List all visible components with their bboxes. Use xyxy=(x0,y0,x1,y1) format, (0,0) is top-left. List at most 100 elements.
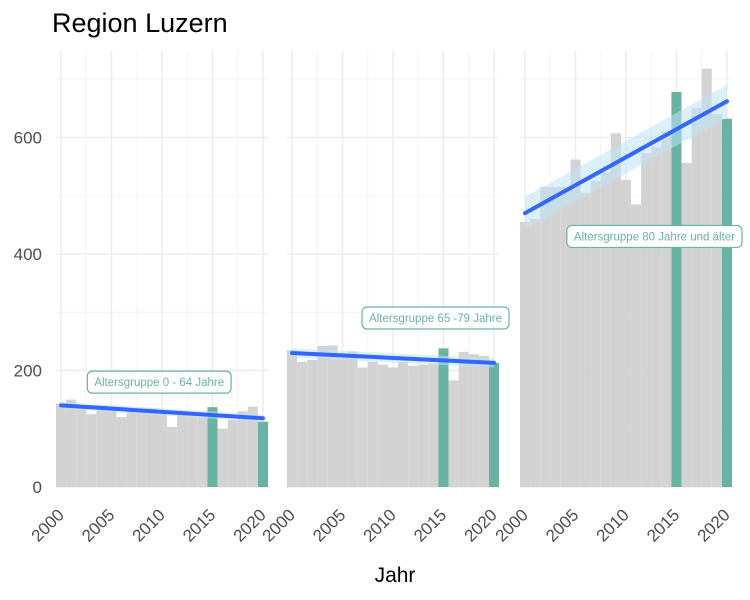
x-tick-label: 2015 xyxy=(179,505,219,545)
bar-2001 xyxy=(530,218,541,487)
bar-2019 xyxy=(247,406,258,487)
x-tick-label: 2010 xyxy=(129,505,169,545)
bar-2006 xyxy=(347,351,358,487)
trend-line xyxy=(523,99,729,216)
bar-2016 xyxy=(681,163,692,487)
x-tick-label: 2015 xyxy=(643,505,683,545)
bar-2005 xyxy=(570,159,581,488)
bar-2002 xyxy=(540,186,551,487)
bar-2004 xyxy=(560,186,571,487)
bar-2009 xyxy=(146,408,157,487)
x-tick-label: 2020 xyxy=(694,505,734,545)
x-tick-label: 2020 xyxy=(461,505,501,545)
bar-2000 xyxy=(56,403,67,487)
bar-2002 xyxy=(76,405,87,487)
bar-2003 xyxy=(86,414,97,487)
x-tick-label: 2020 xyxy=(230,505,270,545)
bar-2018 xyxy=(237,411,248,487)
y-tick-label: 600 xyxy=(14,128,42,147)
panel-1: Altersgruppe 0 - 64 Jahre 2000 2005 2010 201… xyxy=(28,50,270,546)
annotation-text: Altersgruppe 0 - 64 Jahre xyxy=(94,377,224,389)
bar-2000 xyxy=(287,350,298,487)
y-tick-label: 400 xyxy=(14,245,42,264)
x-tick-label: 2005 xyxy=(78,505,118,545)
highlight-bar-2015 xyxy=(671,91,682,488)
x-axis-title: Jahr xyxy=(375,564,416,587)
x-tick-label: 2015 xyxy=(410,505,450,545)
annotation-box xyxy=(566,224,743,249)
bar-2016 xyxy=(448,380,459,487)
bar-2011 xyxy=(167,426,178,487)
annotation-text: Altersgruppe 80 Jahre und älter xyxy=(574,231,735,243)
x-tick-label: 2000 xyxy=(28,505,68,545)
x-tick-label: 2000 xyxy=(492,505,532,545)
x-tick-label: 2010 xyxy=(593,505,633,545)
panel-2: Altersgruppe 65 -79 Jahre 2000 2005 2010 201… xyxy=(259,50,510,546)
bar-2006 xyxy=(116,417,127,487)
bar-2018 xyxy=(701,68,712,488)
bar-2017 xyxy=(691,108,702,488)
bar-2004 xyxy=(96,405,107,487)
trend-line xyxy=(290,350,496,365)
bar-2008 xyxy=(367,361,378,487)
bar-2012 xyxy=(641,153,652,487)
bar-2012 xyxy=(408,365,419,487)
bar-2013 xyxy=(187,414,198,487)
bar-2012 xyxy=(177,411,188,487)
y-tick-label: 0 xyxy=(33,478,42,497)
bar-2009 xyxy=(610,133,621,487)
bar-2005 xyxy=(337,352,348,487)
bar-2003 xyxy=(317,345,328,487)
bar-2010 xyxy=(156,411,168,487)
bar-2019 xyxy=(478,355,489,487)
bar-2013 xyxy=(651,147,662,487)
annotation-box xyxy=(86,370,232,394)
bar-2014 xyxy=(428,363,439,487)
bar-2017 xyxy=(227,419,238,487)
bar-2011 xyxy=(398,361,409,487)
bar-2001 xyxy=(297,361,308,487)
bar-2018 xyxy=(468,354,479,487)
x-tick-label: 2000 xyxy=(259,505,299,545)
y-tick-label: 200 xyxy=(14,361,42,380)
panel-annotation: Altersgruppe 80 Jahre und älter xyxy=(566,224,743,249)
highlight-bar-2015 xyxy=(438,348,449,487)
bar-2007 xyxy=(357,367,368,487)
bar-2008 xyxy=(600,172,611,488)
highlight-bar-2020 xyxy=(721,118,732,487)
bar-2019 xyxy=(711,114,722,488)
bar-2010 xyxy=(387,367,399,487)
bar-2014 xyxy=(661,131,672,487)
highlight-bar-2020 xyxy=(488,362,499,487)
bar-2005 xyxy=(106,408,117,487)
panel-annotation: Altersgruppe 0 - 64 Jahre xyxy=(86,370,232,394)
bar-2003 xyxy=(550,186,561,487)
bar-2000 xyxy=(520,221,531,488)
annotation-box xyxy=(361,306,510,330)
x-tick-label: 2005 xyxy=(309,505,349,545)
bar-2006 xyxy=(580,192,591,487)
bar-2013 xyxy=(418,364,429,487)
bar-2011 xyxy=(631,204,642,487)
bar-2014 xyxy=(197,417,208,487)
bar-2007 xyxy=(590,181,601,487)
bar-2016 xyxy=(217,428,228,487)
highlight-bar-2015 xyxy=(207,407,218,487)
x-tick-label: 2005 xyxy=(542,505,582,545)
bar-2017 xyxy=(458,351,469,487)
panel-3: Altersgruppe 80 Jahre und älter 2000 2005 2… xyxy=(492,50,743,546)
bar-2002 xyxy=(307,359,318,487)
bar-2004 xyxy=(327,345,338,487)
chart-title: Region Luzern xyxy=(52,8,228,38)
bar-2010 xyxy=(620,179,632,487)
trend-line xyxy=(59,403,265,421)
annotation-text: Altersgruppe 65 -79 Jahre xyxy=(369,313,502,325)
bar-2009 xyxy=(377,364,388,487)
bar-2001 xyxy=(66,399,77,487)
highlight-bar-2020 xyxy=(257,421,268,487)
bar-2008 xyxy=(136,411,147,487)
panel-annotation: Altersgruppe 65 -79 Jahre xyxy=(361,306,510,330)
bar-2007 xyxy=(126,408,137,487)
